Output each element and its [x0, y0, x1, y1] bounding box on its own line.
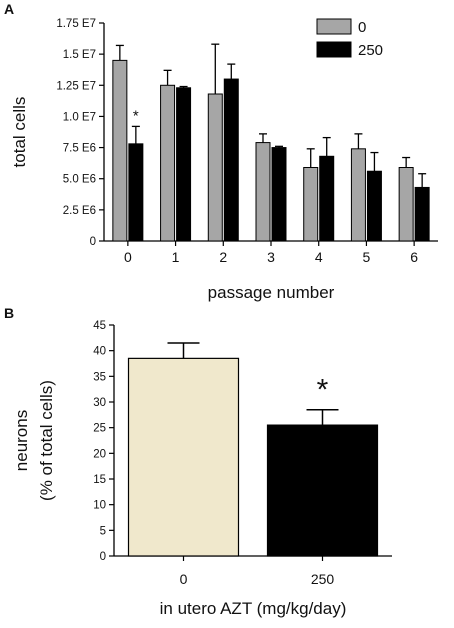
y-tick-label-b: 15: [93, 474, 106, 486]
x-tick-label-a: 6: [410, 249, 418, 265]
bar-a: [303, 167, 319, 242]
bar-a: [128, 143, 144, 242]
x-tick-label-a: 0: [124, 249, 132, 265]
y-tick-label-a: 1.0 E7: [63, 111, 96, 123]
bar-a: [319, 155, 335, 242]
legend-label-a: 0: [358, 19, 366, 36]
x-tick-label-a: 3: [267, 249, 275, 265]
x-tick-label-b: 0: [180, 571, 188, 587]
legend-swatch-a: [316, 41, 352, 58]
y-tick-label-a: 1.5 E7: [63, 49, 96, 61]
legend-swatch-a: [316, 18, 352, 35]
bar-a: [160, 84, 176, 242]
significance-marker-a: *: [133, 107, 139, 124]
y-tick-label-a: 0: [90, 236, 96, 248]
y-tick-label-a: 7.5 E6: [63, 143, 96, 155]
x-axis-label-a: passage number: [208, 283, 335, 302]
x-tick-label-a: 2: [219, 249, 227, 265]
y-tick-label-b: 30: [93, 397, 106, 409]
bar-b: [266, 424, 379, 557]
y-tick-label-b: 40: [93, 346, 106, 358]
bar-a: [271, 147, 287, 242]
y-axis-label-b-line1: neurons: [12, 410, 31, 471]
x-tick-label-a: 4: [315, 249, 323, 265]
y-tick-label-b: 35: [93, 371, 106, 383]
bar-a: [255, 142, 271, 242]
x-tick-label-a: 5: [363, 249, 371, 265]
chart-a: 0 2.5 E6 5.0 E6 7.5 E6 1.0 E7 1.25 E7 1.5 E7 1.…: [10, 18, 438, 302]
bar-a: [366, 170, 382, 242]
chart-b: 0 5 10 15 20 25 30 35 40 45 0 250 * neurons (% of tota…: [12, 320, 392, 618]
y-axis-label-a: total cells: [10, 97, 29, 168]
y-tick-label-b: 25: [93, 423, 106, 435]
bar-a: [112, 59, 128, 242]
panel-b-label: B: [4, 305, 14, 321]
y-tick-label-b: 20: [93, 448, 106, 460]
bar-a: [414, 186, 430, 242]
y-tick-label-a: 1.25 E7: [56, 80, 96, 92]
x-tick-label-b: 250: [311, 571, 335, 587]
y-axis-label-b-line2: (% of total cells): [37, 380, 56, 501]
bar-a: [223, 78, 239, 242]
bar-a: [176, 87, 192, 242]
significance-marker-b: *: [317, 374, 329, 407]
bar-b: [127, 357, 240, 557]
bar-a: [398, 167, 414, 242]
bar-a: [350, 148, 366, 242]
y-tick-label-b: 10: [93, 500, 106, 512]
y-tick-label-b: 45: [93, 320, 106, 332]
y-tick-label-a: 1.75 E7: [56, 18, 96, 30]
bar-a: [207, 93, 223, 242]
y-tick-label-b: 0: [100, 551, 106, 563]
legend-label-a: 250: [358, 42, 383, 59]
panel-a-label: A: [4, 1, 14, 17]
y-tick-label-b: 5: [100, 525, 106, 537]
x-tick-label-a: 1: [172, 249, 180, 265]
y-tick-label-a: 2.5 E6: [63, 205, 96, 217]
y-tick-label-a: 5.0 E6: [63, 174, 96, 186]
x-axis-label-b: in utero AZT (mg/kg/day): [160, 599, 347, 618]
